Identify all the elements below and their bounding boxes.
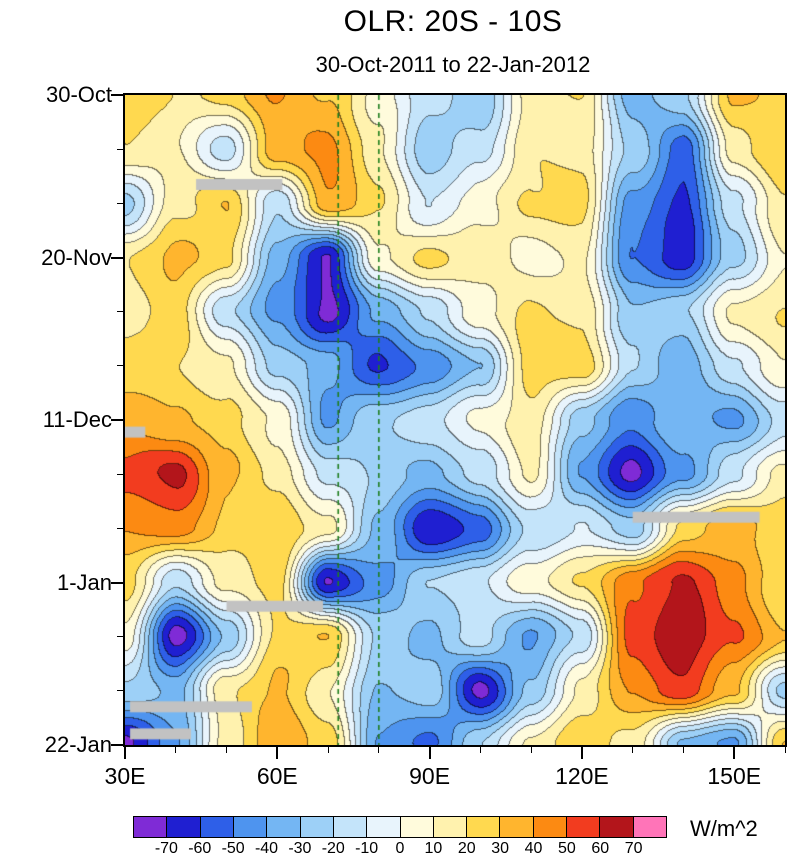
y-minor-tick — [117, 148, 123, 150]
colorbar-box — [332, 816, 368, 838]
x-major-tick — [124, 747, 126, 759]
colorbar-units-label: W/m^2 — [690, 816, 758, 841]
chart-subtitle: 30-Oct-2011 to 22-Jan-2012 — [315, 52, 591, 77]
heatmap-canvas — [125, 95, 785, 745]
x-minor-tick — [175, 747, 177, 753]
y-major-tick — [111, 744, 123, 746]
colorbar-box — [532, 816, 568, 838]
colorbar-box — [299, 816, 334, 838]
x-axis-label: 90E — [409, 763, 451, 789]
colorbar-box — [566, 816, 601, 838]
x-minor-tick — [226, 747, 228, 753]
y-major-tick — [111, 581, 123, 584]
x-axis-label: 150E — [707, 763, 762, 789]
colorbar-label: 40 — [524, 840, 543, 857]
colorbar-label: 10 — [424, 840, 443, 857]
colorbar-box — [499, 816, 534, 838]
x-major-tick — [733, 747, 736, 759]
colorbar-box — [166, 816, 201, 838]
y-minor-tick — [117, 527, 123, 529]
x-minor-tick — [378, 747, 380, 753]
y-minor-tick — [117, 202, 123, 204]
colorbar-label: -10 — [355, 840, 379, 857]
y-minor-tick — [117, 311, 123, 313]
x-major-tick — [428, 747, 431, 759]
y-major-tick — [111, 419, 123, 421]
colorbar-box — [599, 816, 634, 838]
colorbar-label: 60 — [591, 840, 610, 857]
y-minor-tick — [117, 473, 123, 475]
x-axis-label: 120E — [555, 763, 609, 789]
y-minor-tick — [117, 636, 123, 638]
colorbar-box — [133, 816, 168, 838]
x-major-tick — [276, 747, 279, 759]
colorbar-label: 70 — [624, 840, 643, 857]
y-axis-label: 30-Oct — [45, 82, 112, 107]
colorbar-box — [399, 816, 434, 838]
x-minor-tick — [784, 747, 786, 753]
colorbar-label: 50 — [557, 840, 576, 857]
colorbar-box — [432, 816, 468, 838]
colorbar-label: -20 — [321, 840, 345, 857]
y-axis-label: 11-Dec — [42, 407, 112, 432]
colorbar-box — [632, 816, 667, 838]
colorbar-label: -60 — [188, 840, 212, 857]
colorbar-label: 20 — [457, 840, 476, 857]
colorbar-label: 30 — [491, 840, 510, 857]
x-minor-tick — [479, 747, 481, 753]
x-minor-tick — [530, 747, 532, 753]
x-major-tick — [580, 747, 583, 759]
colorbar-label: -70 — [154, 840, 178, 857]
colorbar-label: 0 — [395, 840, 405, 857]
colorbar-label: -50 — [221, 840, 245, 857]
x-axis-label: 60E — [256, 763, 298, 789]
x-axis-label: 30E — [104, 763, 146, 789]
colorbar-label: -40 — [254, 840, 279, 857]
colorbar-box — [199, 816, 234, 838]
colorbar-box — [266, 816, 301, 838]
x-minor-tick — [327, 747, 329, 753]
colorbar-box — [232, 816, 268, 838]
y-axis-label: 1-Jan — [56, 569, 112, 595]
chart-title: OLR: 20S - 10S — [343, 5, 563, 38]
colorbar-box — [366, 816, 401, 838]
y-axis-label: 22-Jan — [44, 732, 112, 757]
colorbar-label: -30 — [288, 840, 312, 857]
colorbar — [133, 816, 667, 838]
x-minor-tick — [632, 747, 634, 753]
y-axis-label: 20-Nov — [41, 244, 112, 270]
y-major-tick — [111, 94, 123, 96]
y-minor-tick — [117, 365, 123, 367]
plot-frame — [123, 93, 787, 747]
y-major-tick — [111, 256, 123, 259]
colorbar-box — [466, 816, 501, 838]
x-minor-tick — [682, 747, 684, 753]
y-minor-tick — [117, 690, 123, 692]
